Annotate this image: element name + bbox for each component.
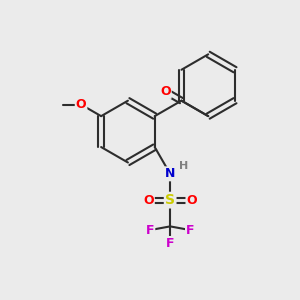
Text: O: O (76, 98, 86, 111)
Text: S: S (165, 193, 175, 207)
Text: F: F (166, 237, 174, 250)
Text: N: N (165, 167, 175, 180)
Text: F: F (186, 224, 194, 237)
Text: H: H (179, 161, 188, 172)
Text: O: O (143, 194, 154, 207)
Text: O: O (160, 85, 171, 98)
Text: F: F (146, 224, 154, 237)
Text: O: O (187, 194, 197, 207)
